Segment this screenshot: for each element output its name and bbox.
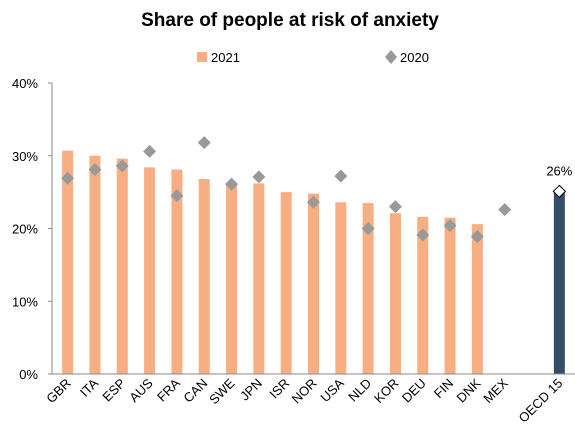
marker-2020-kor: [388, 200, 402, 214]
legend-swatch-2021: [197, 52, 207, 62]
bar-2021-dnk: [471, 224, 483, 374]
x-tick-label: ITA: [77, 375, 101, 399]
marker-2020-can: [197, 136, 211, 150]
bar-2021-fra: [171, 169, 183, 374]
bar-2021-usa: [335, 202, 347, 374]
x-tick-label: NLD: [345, 376, 374, 405]
legend-label-2021: 2021: [211, 50, 240, 65]
oecd-highlight: 26%: [546, 163, 573, 374]
x-tick-label: MEX: [480, 375, 511, 406]
x-tick-label: FIN: [431, 376, 456, 401]
x-tick-label: DEU: [399, 376, 429, 406]
x-tick-label: USA: [317, 375, 347, 405]
x-tick-label: NOR: [289, 376, 320, 407]
x-tick-label: FRA: [154, 375, 183, 404]
marker-2020-mex: [498, 203, 512, 217]
bar-2021-can: [198, 179, 210, 374]
y-tick-label: 20%: [12, 222, 38, 237]
x-tick-label: OECD 15: [516, 376, 566, 426]
bar-2021-deu: [417, 216, 429, 374]
marker-2020-fin: [443, 219, 457, 233]
marker-2020-fra: [170, 189, 184, 203]
marker-2020-nld: [361, 222, 375, 235]
x-tick-label: ESP: [99, 376, 128, 405]
marker-2020-nor: [307, 195, 320, 209]
bar-2021-ita: [89, 155, 101, 374]
bar-2021-nld: [362, 203, 374, 374]
marker-2020-gbr: [61, 171, 75, 185]
legend: 2021 2020: [197, 50, 429, 65]
bar-2021-gbr: [62, 150, 74, 374]
x-tick-label: DNK: [453, 375, 483, 405]
bar-2021-esp: [116, 158, 128, 374]
x-tick-label: AUS: [126, 375, 156, 405]
x-tick-label: ISR: [266, 376, 292, 402]
marker-2020-esp: [115, 159, 129, 173]
marker-2020-jpn: [252, 170, 266, 184]
y-tick-label: 40%: [12, 76, 38, 91]
y-tick-label: 10%: [12, 294, 38, 309]
marker-2020-deu: [416, 228, 430, 242]
bar-2021-aus: [144, 167, 156, 374]
bar-2021-isr: [280, 192, 292, 374]
bar-2021-fin: [444, 217, 456, 374]
legend-label-2020: 2020: [400, 50, 429, 65]
x-tick-label: JPN: [237, 376, 265, 404]
bar-2021-kor: [389, 213, 401, 374]
bar-oecd15: [553, 191, 565, 374]
marker-2020-aus: [143, 144, 157, 158]
bar-2021-nor: [308, 193, 319, 374]
marker-2020-usa: [334, 169, 348, 183]
y-tick-label: 30%: [12, 149, 38, 164]
legend-marker-2020: [385, 50, 397, 64]
y-tick-label: 0%: [19, 367, 38, 382]
x-tick-label: CAN: [180, 376, 210, 406]
y-axis: 0% 10% 20% 30% 40%: [12, 76, 52, 382]
bars-2021: [62, 150, 483, 374]
x-tick-label: KOR: [371, 376, 402, 407]
marker-2020-swe: [225, 177, 239, 191]
bar-2021-swe: [226, 182, 238, 374]
markers-2020: [61, 136, 512, 244]
chart-title: Share of people at risk of anxiety: [141, 10, 439, 31]
x-tick-label: SWE: [206, 375, 238, 407]
oecd15-value-label: 26%: [546, 163, 572, 178]
bar-2021-jpn: [253, 183, 265, 374]
x-tick-label: GBR: [43, 376, 74, 407]
marker-2020-ita: [88, 163, 102, 177]
marker-2020-dnk: [470, 230, 484, 244]
marker-oecd15: [552, 184, 567, 199]
